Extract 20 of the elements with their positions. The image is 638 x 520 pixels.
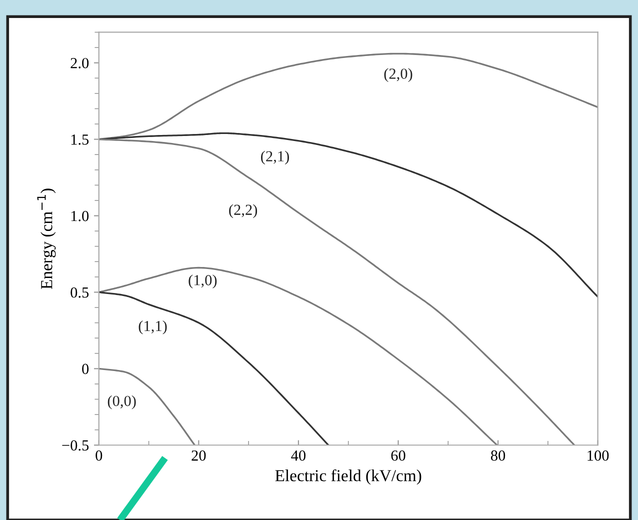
y-tick-label: 0.5 <box>70 287 89 298</box>
y-tick-label: 0 <box>82 364 89 374</box>
series-label: (0,0) <box>108 395 136 410</box>
series-label: (2,0) <box>384 68 412 82</box>
y-axis-title: Energy (cm$^{−1}$) <box>37 188 56 290</box>
series-label: (1,0) <box>188 274 217 288</box>
y-tick-label: −0.5 <box>62 440 89 451</box>
x-tick-label: 20 <box>192 450 206 461</box>
series-label: (2,2) <box>229 204 258 218</box>
series-label: (1,1) <box>138 320 167 334</box>
x-tick-label: 100 <box>588 450 609 461</box>
y-tick-label: 1.0 <box>71 210 89 222</box>
x-tick-label: 40 <box>291 450 306 461</box>
x-tick-label: 0 <box>96 450 102 461</box>
series-label: (2,1) <box>261 150 289 165</box>
x-tick-label: 60 <box>391 450 406 461</box>
x-tick-label: 80 <box>490 450 506 461</box>
y-tick-label: 2.0 <box>70 58 89 68</box>
x-axis-title: Electric field (kV/cm) <box>275 469 422 485</box>
y-tick-label: 1.5 <box>71 134 89 145</box>
